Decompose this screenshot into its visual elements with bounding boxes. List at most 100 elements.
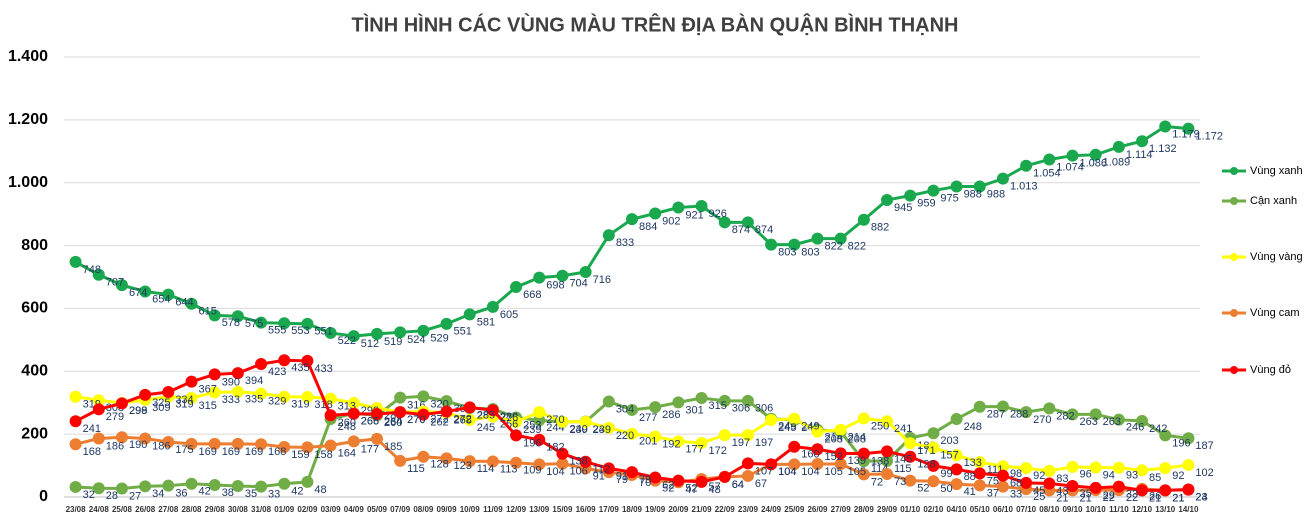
data-label: 315 [199, 400, 217, 412]
point [741, 457, 754, 470]
data-label: 519 [384, 336, 402, 348]
data-label: 921 [685, 209, 703, 221]
data-label: 133 [964, 457, 982, 469]
point [996, 400, 1009, 413]
data-label: 33 [268, 489, 280, 501]
point [626, 466, 638, 479]
point [973, 456, 986, 469]
data-label: 239 [523, 424, 541, 436]
legend-label: Vùng vàng [1250, 251, 1303, 263]
data-label: 242 [1149, 423, 1167, 435]
data-label: 25 [1033, 491, 1045, 503]
point [440, 395, 453, 408]
data-label: 102 [1195, 467, 1213, 479]
data-label: 833 [616, 237, 634, 249]
point [1043, 464, 1056, 477]
point [649, 471, 662, 484]
data-label: 253 [523, 419, 541, 431]
point [417, 450, 430, 463]
data-label: 35 [1079, 488, 1091, 500]
data-label: 529 [430, 333, 448, 345]
data-label: 83 [1056, 473, 1068, 485]
data-label: 315 [709, 400, 727, 412]
x-tick-label: 26/08 [135, 505, 156, 514]
x-tick-label: 22/09 [715, 505, 736, 514]
point [463, 308, 476, 321]
point [255, 387, 268, 400]
data-label: 959 [917, 198, 935, 210]
point [556, 269, 569, 282]
data-label: 988 [987, 188, 1005, 200]
point [602, 229, 615, 242]
data-label: 186 [106, 440, 124, 452]
point [208, 437, 221, 450]
point [1066, 149, 1079, 162]
data-label: 423 [268, 366, 286, 378]
point [1043, 477, 1056, 490]
x-tick-label: 01/09 [274, 505, 295, 514]
point [370, 327, 383, 340]
data-label: 70 [639, 477, 651, 489]
x-tick-label: 18/09 [622, 505, 643, 514]
point [301, 354, 314, 367]
data-label: 716 [593, 274, 611, 286]
point [556, 447, 569, 460]
point [347, 407, 360, 420]
data-label: 285 [477, 409, 495, 421]
point [1112, 461, 1125, 474]
data-label: 139 [848, 455, 866, 467]
data-label: 803 [778, 247, 796, 259]
point [857, 468, 870, 481]
data-label: 21 [1056, 492, 1068, 504]
point [115, 431, 128, 444]
x-tick-label: 12/09 [506, 505, 527, 514]
point [92, 394, 105, 407]
x-tick-label: 11/09 [483, 505, 503, 514]
data-label: 79 [639, 474, 651, 486]
x-tick-label: 28/08 [181, 505, 202, 514]
data-label: 208 [848, 434, 866, 446]
point [208, 479, 221, 492]
x-tick-label: 08/09 [413, 505, 434, 514]
data-label: 50 [940, 483, 952, 495]
data-label: 52 [917, 483, 929, 495]
point [672, 396, 685, 409]
point [139, 285, 152, 298]
point [1089, 461, 1102, 474]
data-label: 822 [848, 241, 866, 253]
data-label: 104 [546, 466, 564, 478]
x-tick-label: 30/08 [228, 505, 249, 514]
point [765, 414, 778, 426]
point [788, 440, 801, 453]
point [231, 310, 244, 323]
x-tick-label: 16/09 [576, 505, 597, 514]
data-label: 522 [338, 335, 356, 347]
x-tick-label: 24/09 [761, 505, 782, 514]
point [1020, 159, 1033, 172]
point [579, 415, 592, 428]
point [1136, 484, 1149, 497]
data-label: 306 [732, 403, 750, 415]
data-label: 1.086 [1079, 158, 1107, 170]
point [927, 475, 940, 488]
point [927, 459, 940, 472]
point [115, 279, 128, 292]
point [1182, 483, 1195, 496]
point [278, 441, 291, 454]
x-tick-label: 25/09 [784, 505, 805, 514]
data-label: 270 [546, 414, 564, 426]
x-tick-label: 27/08 [158, 505, 179, 514]
y-tick-label: 0 [39, 488, 48, 505]
data-label: 62 [662, 479, 674, 491]
data-label: 1.179 [1172, 128, 1200, 140]
data-label: 157 [940, 450, 958, 462]
data-label: 72 [871, 476, 883, 488]
data-label: 159 [291, 449, 309, 461]
data-label: 249 [801, 421, 819, 433]
point [231, 367, 244, 380]
point [510, 281, 523, 294]
data-label: 175 [175, 444, 193, 456]
point [139, 480, 152, 493]
data-label: 64 [732, 479, 744, 491]
point [1089, 408, 1102, 421]
